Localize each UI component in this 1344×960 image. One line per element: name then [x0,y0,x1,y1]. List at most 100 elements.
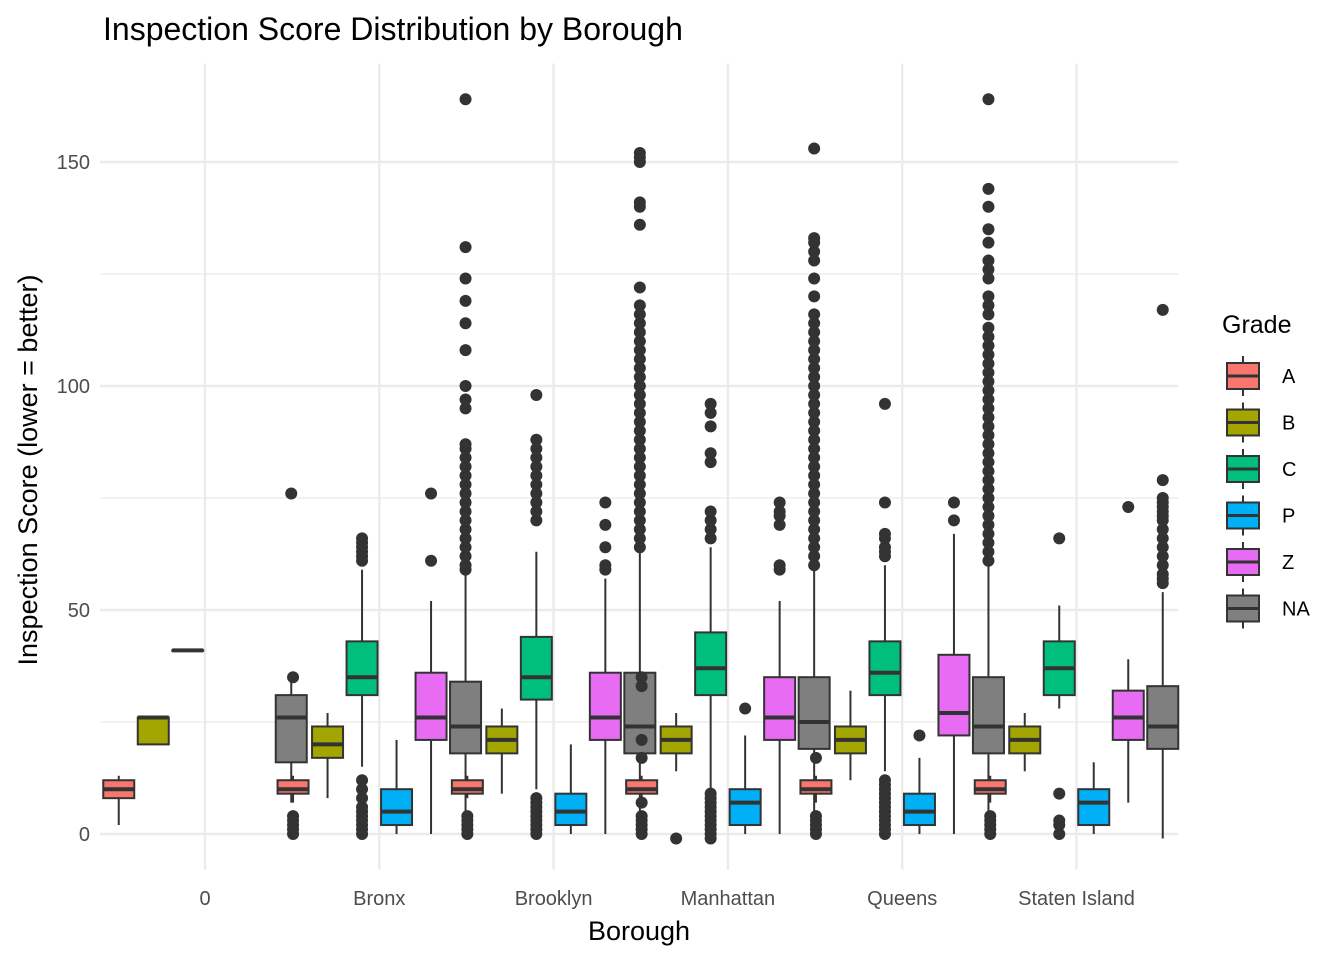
outlier-point [356,532,369,545]
outlier-point [530,487,543,500]
box-body [1077,788,1111,827]
outlier-point [1053,814,1066,827]
outlier-point [982,465,995,478]
outlier-point [982,223,995,236]
x-axis-ticks: 0 Bronx Brooklyn Manhattan Queens Staten Isla… [199,888,1134,910]
box-body [868,640,902,697]
outlier-point [635,733,648,746]
outlier-point [808,478,821,491]
outlier-point [704,514,717,527]
outlier-point [633,362,646,375]
outlier-point [982,438,995,451]
box-NA [797,142,831,839]
outlier-point [633,415,646,428]
box-NA [1146,303,1180,839]
outlier-point [1156,303,1169,316]
outlier-point [1053,828,1066,840]
outlier-point [633,388,646,401]
box-P [902,729,936,834]
box-Z [588,496,622,834]
box-A [450,775,484,840]
outlier-point [530,442,543,455]
box-body [449,680,483,755]
outlier-point [773,496,786,509]
outlier-point [633,541,646,554]
outlier-point [287,671,300,684]
outlier-point [808,254,821,267]
box-B [136,715,170,746]
outlier-point [1053,532,1066,545]
outlier-point [878,397,891,410]
outlier-point [633,460,646,473]
box-C [1042,532,1076,840]
outlier-point [982,411,995,424]
outlier-point [459,532,472,545]
x-tick-label: Queens [867,888,937,910]
outlier-point [982,290,995,303]
outlier-point [459,451,472,464]
box-C [519,388,553,840]
outlier-point [1156,550,1169,563]
outlier-point [947,496,960,509]
outlier-point [982,366,995,379]
outlier-point [530,514,543,527]
outlier-point [982,357,995,370]
outlier-point [530,451,543,464]
legend-item-A: A [1226,356,1296,396]
outlier-point [459,241,472,254]
outlier-point [982,321,995,334]
box-body [1111,689,1145,741]
box-Z [414,487,448,834]
outlier-point [459,344,472,357]
outlier-point [635,796,648,809]
outlier-point [459,469,472,482]
outlier-point [633,380,646,392]
box-A [625,671,659,840]
outlier-point [633,147,646,160]
outlier-point [808,326,821,339]
box-body [971,676,1005,755]
box-C [694,397,728,845]
box-body [345,640,379,697]
box-C [345,532,379,840]
outlier-point [459,93,472,106]
outlier-point [982,339,995,352]
outlier-point [633,299,646,312]
outlier-point [1122,500,1135,513]
box-B [833,690,867,781]
outlier-point [459,550,472,563]
outlier-point [287,810,300,823]
outlier-point [459,496,472,509]
legend-label: NA [1282,599,1310,621]
outlier-point [459,523,472,536]
outlier-point [459,402,472,415]
box-NA [971,93,1005,839]
outlier-point [633,433,646,446]
outlier-point [808,142,821,155]
outlier-point [1156,474,1169,487]
legend-label: Z [1282,552,1294,574]
box-body [763,676,797,741]
outlier-point [459,294,472,307]
outlier-point [982,236,995,249]
outlier-point [982,348,995,361]
box-body [519,635,553,701]
box-B [1008,713,1042,772]
outlier-point [670,832,683,845]
legend-label: B [1282,413,1295,435]
y-axis-ticks: 0 50 100 150 [57,152,90,846]
outlier-point [635,751,648,764]
outlier-point [459,438,472,451]
outlier-point [808,397,821,410]
outlier-point [704,420,717,433]
outlier-point [459,380,472,392]
legend-title: Grade [1222,311,1291,339]
outlier-point [808,532,821,545]
outlier-point [459,460,472,473]
outlier-point [599,559,612,572]
outlier-point [982,492,995,504]
outlier-point [982,527,995,540]
box-body [797,676,831,750]
outlier-point [356,783,369,796]
outlier-point [982,272,995,285]
